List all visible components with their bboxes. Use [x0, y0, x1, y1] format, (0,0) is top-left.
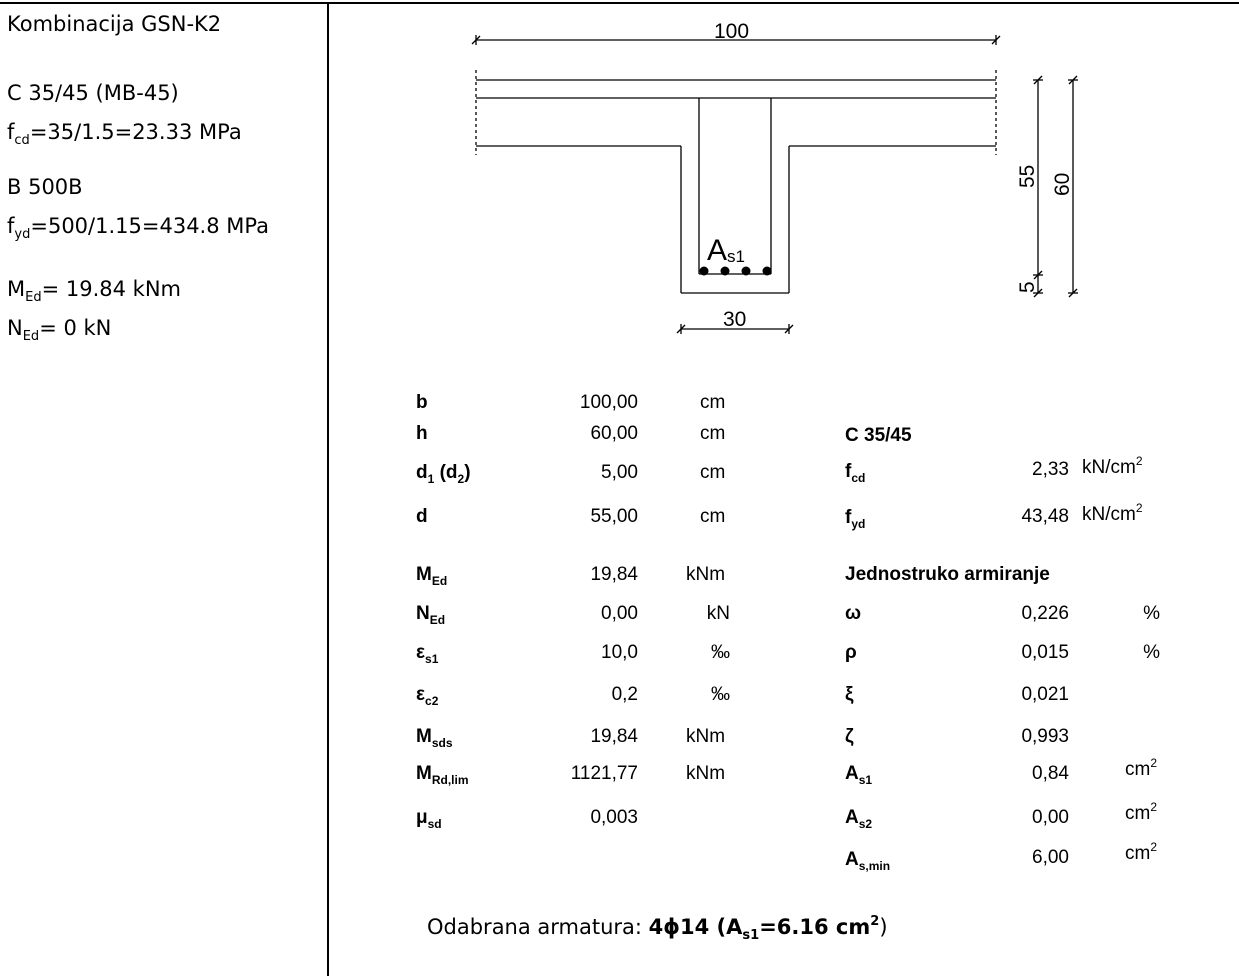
value-xi: 0,021	[1021, 684, 1069, 705]
rebar-2	[720, 266, 730, 276]
label-fyd: fyd	[845, 507, 866, 531]
value-as-min: 6,00	[1032, 847, 1069, 868]
unit-ned: kN	[706, 603, 730, 624]
cover-dim-text: 5	[1016, 281, 1039, 293]
value-h: 60,00	[590, 423, 638, 444]
label-mrd-lim: MRd,lim	[416, 763, 469, 787]
label-d: d	[416, 506, 428, 527]
label-h: h	[416, 423, 428, 444]
value-omega: 0,226	[1021, 603, 1069, 624]
label-zeta: ζ	[845, 726, 854, 747]
value-fcd: 2,33	[1032, 459, 1069, 480]
web-dim-text: 30	[723, 308, 746, 331]
selected-reinforcement: Odabrana armatura: 4ϕ14 (As1=6.16 cm2)	[427, 914, 888, 943]
unit-rho: %	[1143, 642, 1160, 663]
selected-bars: 4ϕ14 (As1=6.16 cm2	[648, 914, 880, 943]
value-mrd-lim: 1121,77	[570, 763, 638, 784]
width-dim-text: 100	[714, 20, 749, 43]
label-mu-sd: μsd	[416, 807, 442, 831]
med-line: MEd= 19.84 kNm	[7, 277, 181, 305]
rebar-3	[741, 266, 751, 276]
ned-line: NEd= 0 kN	[7, 316, 112, 344]
unit-fcd: kN/cm2	[1082, 454, 1143, 478]
value-fyd: 43,48	[1021, 506, 1069, 527]
label-eps-s1: εs1	[416, 642, 439, 666]
unit-d: cm	[700, 506, 726, 527]
unit-d1: cm	[700, 462, 726, 483]
fcd-line: fcd=35/1.5=23.33 MPa	[7, 120, 242, 148]
unit-b: cm	[700, 392, 726, 413]
rebar-4	[762, 266, 772, 276]
label-d1: d1 (d2)	[416, 462, 471, 486]
unit-omega: %	[1143, 603, 1160, 624]
label-fcd: fcd	[845, 461, 866, 485]
value-ned: 0,00	[601, 603, 638, 624]
value-zeta: 0,993	[1021, 726, 1069, 747]
label-rho: ρ	[845, 642, 857, 663]
unit-msds: kNm	[686, 726, 726, 747]
label-omega: ω	[845, 603, 862, 624]
value-eps-s1: 10,0	[601, 642, 638, 663]
column-divider	[327, 2, 329, 976]
unit-h: cm	[700, 423, 726, 444]
steel-class: B 500B	[7, 175, 83, 199]
label-msds: Msds	[416, 726, 453, 750]
value-b: 100,00	[579, 392, 638, 413]
value-as2: 0,00	[1032, 807, 1069, 828]
concrete-class: C 35/45 (MB-45)	[7, 81, 179, 105]
value-mu-sd: 0,003	[590, 807, 638, 828]
label-as1: As1	[845, 763, 873, 787]
unit-med: kNm	[686, 564, 726, 585]
rebar-1	[699, 266, 709, 276]
value-eps-c2: 0,2	[611, 684, 638, 705]
label-med: MEd	[416, 564, 448, 588]
value-d1: 5,00	[601, 462, 638, 483]
t-section-drawing: 100 30 55 60 5 As1	[471, 20, 1078, 334]
value-med: 19,84	[590, 564, 638, 585]
label-ned: NEd	[416, 603, 446, 627]
value-d: 55,00	[590, 506, 638, 527]
unit-fyd: kN/cm2	[1082, 501, 1143, 525]
value-as1: 0,84	[1032, 763, 1069, 784]
section-heading: Jednostruko armiranje	[845, 564, 1050, 585]
value-msds: 19,84	[590, 726, 638, 747]
label-eps-c2: εc2	[416, 684, 439, 708]
unit-eps-c2: ‰	[711, 684, 730, 705]
concrete-class-label: C 35/45	[845, 425, 912, 446]
label-b: b	[416, 392, 428, 413]
h-dim-text: 60	[1051, 173, 1074, 196]
top-rule	[0, 2, 1239, 4]
unit-mrd-lim: kNm	[686, 763, 726, 784]
unit-as-min: cm2	[1125, 840, 1158, 864]
fyd-line: fyd=500/1.15=434.8 MPa	[7, 214, 269, 242]
d-dim-text: 55	[1016, 165, 1039, 188]
unit-eps-s1: ‰	[711, 642, 730, 663]
selected-prefix: Odabrana armatura:	[427, 915, 649, 939]
label-as2: As2	[845, 807, 873, 831]
label-as-min: As,min	[845, 849, 891, 873]
unit-as1: cm2	[1125, 756, 1158, 780]
as1-label: As1	[707, 234, 745, 267]
label-xi: ξ	[845, 684, 854, 705]
unit-as2: cm2	[1125, 800, 1158, 824]
combination-label: Kombinacija GSN-K2	[7, 12, 222, 36]
value-rho: 0,015	[1021, 642, 1069, 663]
